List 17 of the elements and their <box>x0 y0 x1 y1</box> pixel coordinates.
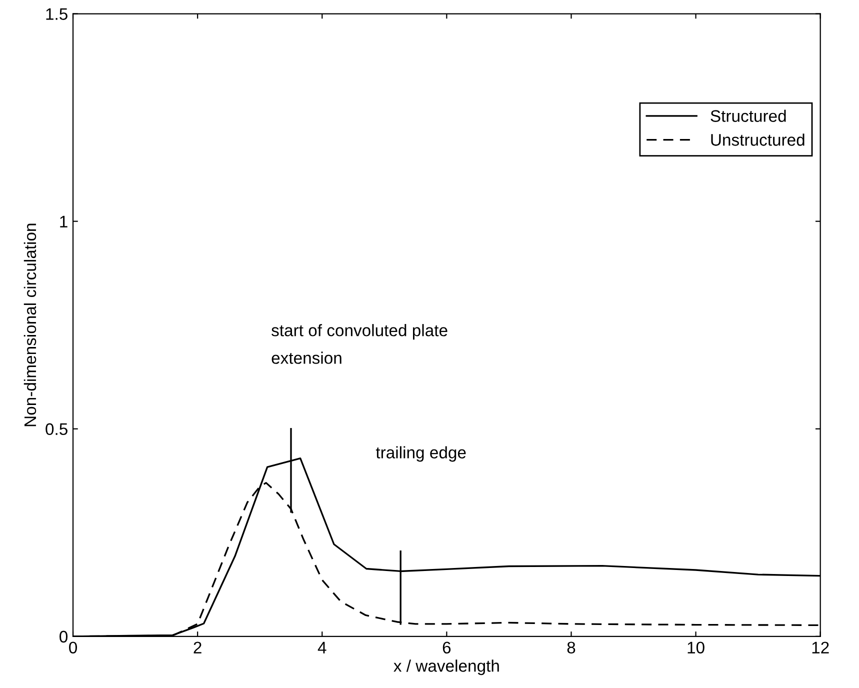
y-tick-label: 1.5 <box>46 8 68 20</box>
y-axis-title: Non-dimensional circulation <box>24 224 36 426</box>
x-tick-label: 10 <box>688 642 704 654</box>
x-tick-label: 0 <box>69 642 77 654</box>
legend-label: Structured <box>710 110 786 122</box>
x-tick-label: 8 <box>567 642 576 654</box>
x-axis-title: x / wavelength <box>394 660 499 676</box>
legend-label: Unstructured <box>711 134 804 146</box>
y-tick-label: 0.5 <box>46 423 68 436</box>
y-tick-label: 0 <box>60 630 68 643</box>
x-tick-label: 12 <box>812 642 829 654</box>
y-tick-label: 1 <box>60 216 68 228</box>
x-tick-label: 6 <box>442 642 451 654</box>
x-tick-label: 4 <box>318 642 326 654</box>
annotation: trailing edge <box>376 446 466 462</box>
annotation: start of convoluted plate extension <box>272 324 448 364</box>
x-tick-label: 2 <box>194 642 202 654</box>
